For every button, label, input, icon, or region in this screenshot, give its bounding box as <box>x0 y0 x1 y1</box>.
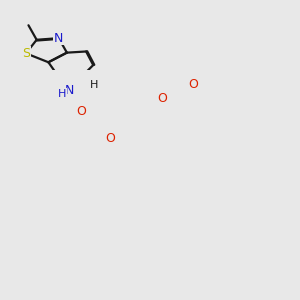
Text: N: N <box>54 32 63 45</box>
Text: N: N <box>65 84 74 97</box>
Text: O: O <box>157 92 167 105</box>
Text: O: O <box>105 132 115 145</box>
Text: S: S <box>22 47 30 60</box>
Text: H: H <box>90 80 98 90</box>
Text: O: O <box>76 105 86 119</box>
Text: H: H <box>58 88 66 99</box>
Text: O: O <box>188 78 198 91</box>
